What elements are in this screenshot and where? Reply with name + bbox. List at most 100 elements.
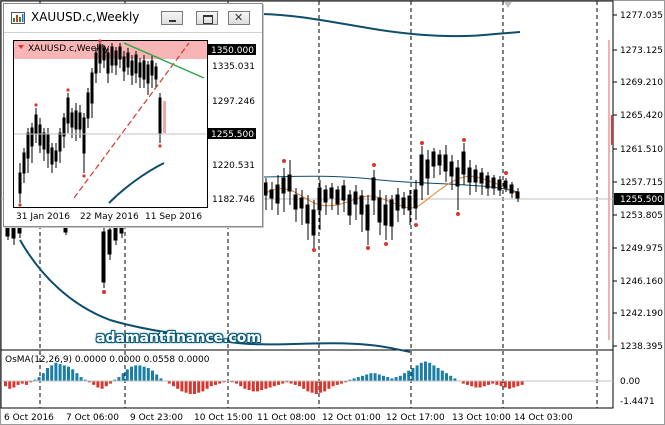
osma-bar — [487, 381, 490, 385]
ma-band-upper — [261, 13, 521, 38]
weekly-price-label-2: 1297.246 — [212, 97, 255, 107]
osma-bar — [58, 364, 62, 381]
osma-bar — [230, 381, 234, 383]
osma-bar — [109, 381, 112, 384]
osma-bar — [445, 373, 448, 381]
osma-bar — [323, 381, 327, 392]
osma-bar — [96, 381, 100, 388]
osma-bar — [243, 381, 247, 389]
osma-bar — [365, 374, 369, 381]
extreme-bars — [608, 40, 610, 340]
osma-bar — [130, 366, 133, 381]
weekly-trendline-red[interactable] — [73, 42, 190, 199]
osma-bar — [415, 365, 419, 381]
osma-bar — [499, 381, 503, 387]
osma-bar — [495, 381, 499, 385]
osma-bar — [289, 381, 293, 384]
price-axis-label: 1261.510 — [620, 145, 663, 155]
osma-bar — [8, 381, 12, 389]
osma-bar — [25, 381, 28, 385]
weekly-top-price-label: 1350.000 — [211, 46, 254, 56]
osma-bar — [369, 373, 373, 381]
osma-bar — [46, 368, 49, 381]
osma-bar — [33, 379, 37, 381]
osma-bar — [146, 368, 150, 381]
osma-bar — [20, 381, 24, 384]
osma-bar — [512, 381, 516, 388]
osma-bar — [197, 381, 201, 393]
time-axis-label: 13 Oct 10:00 — [452, 413, 511, 423]
osma-bar — [314, 381, 318, 394]
shift-marker-icon[interactable] — [504, 2, 512, 8]
time-axis-label: 7 Oct 06:00 — [66, 413, 119, 423]
osma-bar — [172, 381, 175, 387]
osma-bar — [277, 381, 280, 385]
weekly-trendline-green[interactable] — [123, 42, 205, 79]
time-axis-label: 14 Oct 03:00 — [514, 413, 573, 423]
osma-bar — [88, 381, 91, 383]
osma-bar — [281, 381, 285, 384]
osma-bar — [176, 381, 180, 389]
osma-bar — [264, 381, 268, 389]
osma-bar — [331, 381, 335, 387]
osma-bar — [390, 378, 394, 381]
osma-bar — [142, 366, 146, 381]
window-titlebar[interactable]: XAUUSD.c,Weekly ✕ — [4, 4, 262, 33]
time-axis: 6 Oct 2016 7 Oct 06:00 9 Oct 23:00 10 Oct 1… — [4, 413, 573, 423]
osma-bar — [449, 375, 453, 381]
osma-level-zero: 0.00 — [620, 377, 640, 387]
osma-bar — [222, 381, 226, 383]
weekly-current-price-tag — [208, 128, 256, 139]
osma-bar — [4, 381, 7, 387]
osma-bar — [218, 381, 222, 384]
osma-bar — [436, 368, 440, 381]
weekly-expand-icon[interactable] — [18, 45, 24, 49]
osma-bar — [403, 373, 406, 381]
osma-bar — [29, 381, 33, 383]
osma-bar — [361, 375, 364, 381]
weekly-chart[interactable]: XAUUSD.c,Weekly — [4, 33, 262, 226]
indicator-pane[interactable] — [0, 349, 614, 409]
close-button[interactable]: ✕ — [228, 11, 250, 25]
osma-bar — [62, 365, 66, 381]
osma-bar — [235, 381, 238, 384]
osma-bar — [75, 373, 79, 381]
osma-bar — [382, 375, 385, 381]
price-axis-label: 1249.975 — [620, 244, 663, 254]
time-axis-label: 10 Oct 15:00 — [194, 413, 253, 423]
maximize-button[interactable] — [196, 11, 218, 25]
price-axis-label: 1257.715 — [620, 178, 663, 188]
osma-bar — [167, 381, 171, 384]
price-axis-label: 1238.395 — [620, 342, 663, 352]
osma-bar — [352, 378, 356, 381]
osma-bar — [302, 381, 306, 389]
weekly-ma-band — [108, 162, 165, 204]
osma-bar — [37, 377, 41, 381]
osma-bar — [16, 381, 20, 385]
osma-bar — [424, 361, 427, 381]
watermark-text: adamantfinance.com — [96, 330, 261, 346]
osma-bar — [256, 381, 259, 392]
osma-bar — [466, 381, 469, 385]
weekly-price-label-1: 1335.031 — [212, 62, 255, 72]
osma-bar — [214, 381, 217, 385]
price-axis-label: 1242.190 — [620, 309, 663, 319]
osma-bar — [12, 381, 16, 388]
osma-bar — [159, 378, 163, 381]
osma-bar — [453, 378, 457, 381]
osma-bar — [117, 377, 121, 381]
weekly-time-label-2: 11 Sep 2016 — [145, 212, 202, 222]
osma-bar — [79, 377, 83, 381]
osma-bar — [201, 381, 205, 392]
minimize-button[interactable] — [161, 11, 183, 25]
osma-bar — [461, 381, 465, 384]
weekly-current-bar — [163, 101, 166, 133]
current-price-label: 1255.500 — [620, 195, 663, 205]
weekly-top-price-tag — [208, 44, 256, 55]
osma-bar — [104, 381, 108, 387]
osma-bar — [440, 370, 444, 381]
weekly-current-price-label: 1255.500 — [211, 130, 254, 140]
osma-bar — [41, 373, 45, 381]
weekly-chart-window[interactable]: XAUUSD.c,Weekly ✕ XAUUSD.c,Weekly — [3, 3, 263, 227]
osma-bar — [503, 381, 507, 388]
